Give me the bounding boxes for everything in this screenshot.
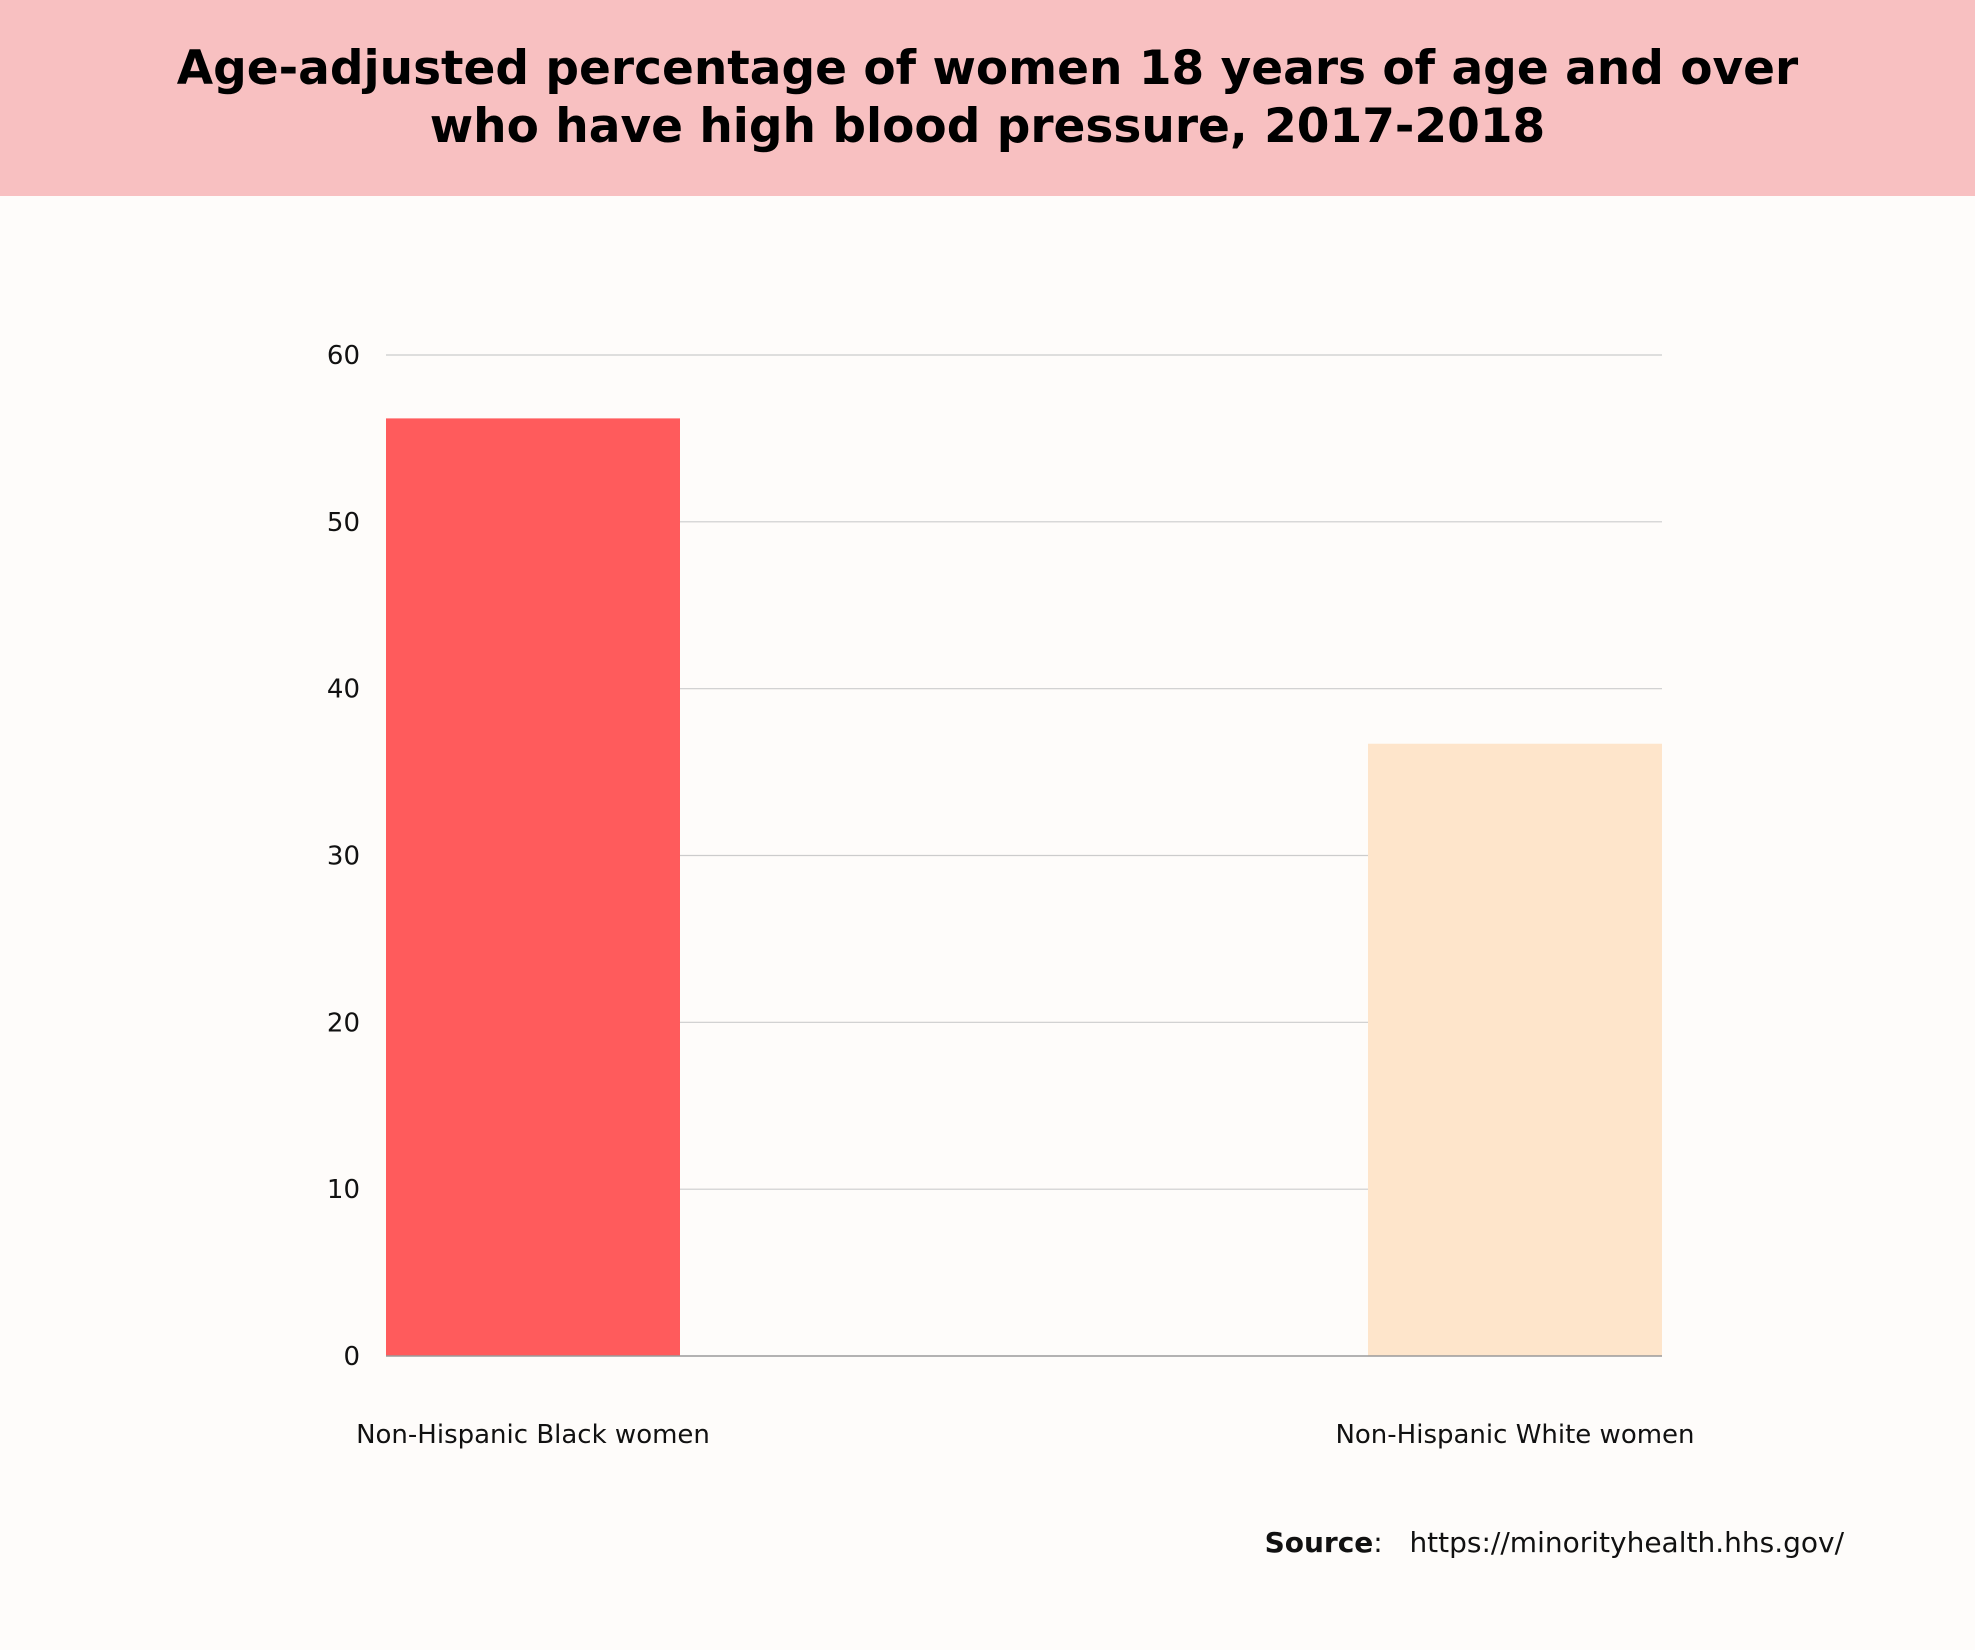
y-tick-label-30: 30 xyxy=(327,842,360,872)
chart-header: Age-adjusted percentage of women 18 year… xyxy=(0,0,1975,196)
chart-title: Age-adjusted percentage of women 18 year… xyxy=(176,41,1799,154)
y-tick-label-40: 40 xyxy=(327,675,360,705)
x-category-label-1: Non-Hispanic White women xyxy=(1335,1420,1694,1450)
y-tick-label-20: 20 xyxy=(327,1008,360,1038)
x-category-label-0: Non-Hispanic Black women xyxy=(356,1420,710,1450)
y-tick-label-60: 60 xyxy=(327,341,360,371)
source-note: Source: https://minorityhealth.hhs.gov/ xyxy=(1265,1526,1844,1559)
source-url: https://minorityhealth.hhs.gov/ xyxy=(1409,1526,1844,1559)
y-tick-label-50: 50 xyxy=(327,508,360,538)
y-tick-label-0: 0 xyxy=(343,1342,360,1372)
source-label: Source xyxy=(1264,1526,1374,1559)
bar-white-women xyxy=(1368,743,1662,1356)
bar-black-women xyxy=(386,418,680,1356)
y-tick-label-10: 10 xyxy=(327,1175,360,1205)
source-separator: : xyxy=(1373,1526,1383,1559)
